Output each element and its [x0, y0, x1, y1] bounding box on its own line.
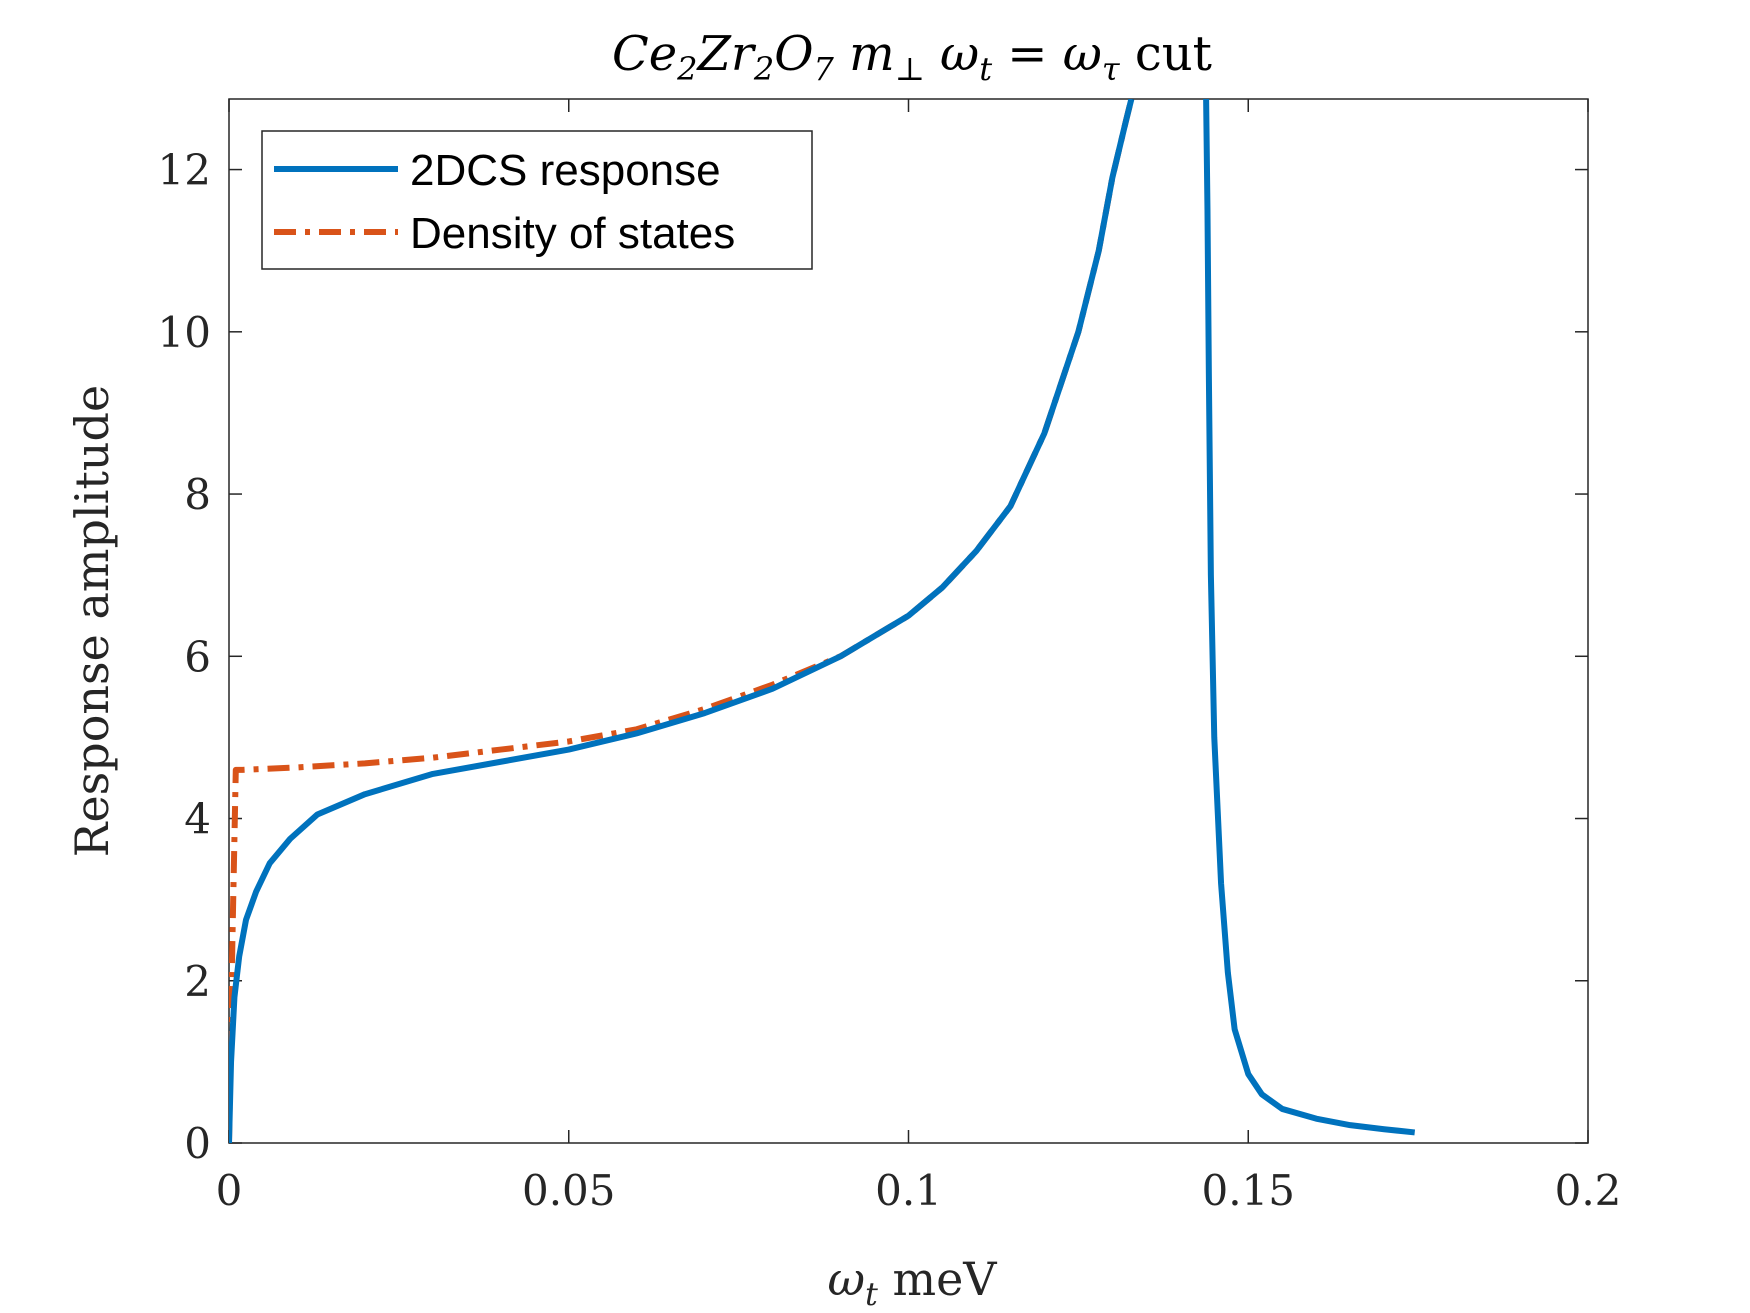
- y-axis-title: Response amplitude: [65, 385, 119, 857]
- y-tick-label: 0: [184, 1119, 211, 1168]
- y-tick-label: 10: [158, 308, 211, 357]
- legend: 2DCS response Density of states: [261, 130, 813, 270]
- x-tick-label: 0.1: [875, 1166, 942, 1215]
- chart-title: Ce2Zr2O7 m⊥ ωt = ωτ cut: [612, 26, 1212, 88]
- x-axis-title: ωt meV: [827, 1252, 997, 1313]
- series-line-2dcs-response: [229, 99, 1416, 1143]
- series-layer: [229, 99, 1416, 1143]
- x-tick-label: 0.15: [1201, 1166, 1295, 1215]
- x-tick-label: 0: [216, 1166, 243, 1215]
- series-line-density-of-states: [229, 99, 1135, 1143]
- y-tick-label: 4: [184, 795, 211, 844]
- y-tick-label: 12: [158, 146, 211, 195]
- plot-area: [228, 98, 1589, 1144]
- y-tick-label: 8: [184, 470, 211, 519]
- x-tick-label: 0.2: [1555, 1166, 1622, 1215]
- legend-label-2dcs-response: 2DCS response: [410, 146, 721, 195]
- y-tick-labels: 0 2 4 6 8 10 12: [158, 146, 211, 1168]
- y-tick-label: 2: [184, 957, 211, 1006]
- legend-box: [261, 130, 813, 270]
- x-tick-labels: 0 0.05 0.1 0.15 0.2: [216, 1166, 1622, 1215]
- x-tick-label: 0.05: [522, 1166, 616, 1215]
- legend-label-density-of-states: Density of states: [410, 209, 735, 258]
- axis-ticks: [228, 99, 1589, 1144]
- y-tick-label: 6: [184, 632, 211, 681]
